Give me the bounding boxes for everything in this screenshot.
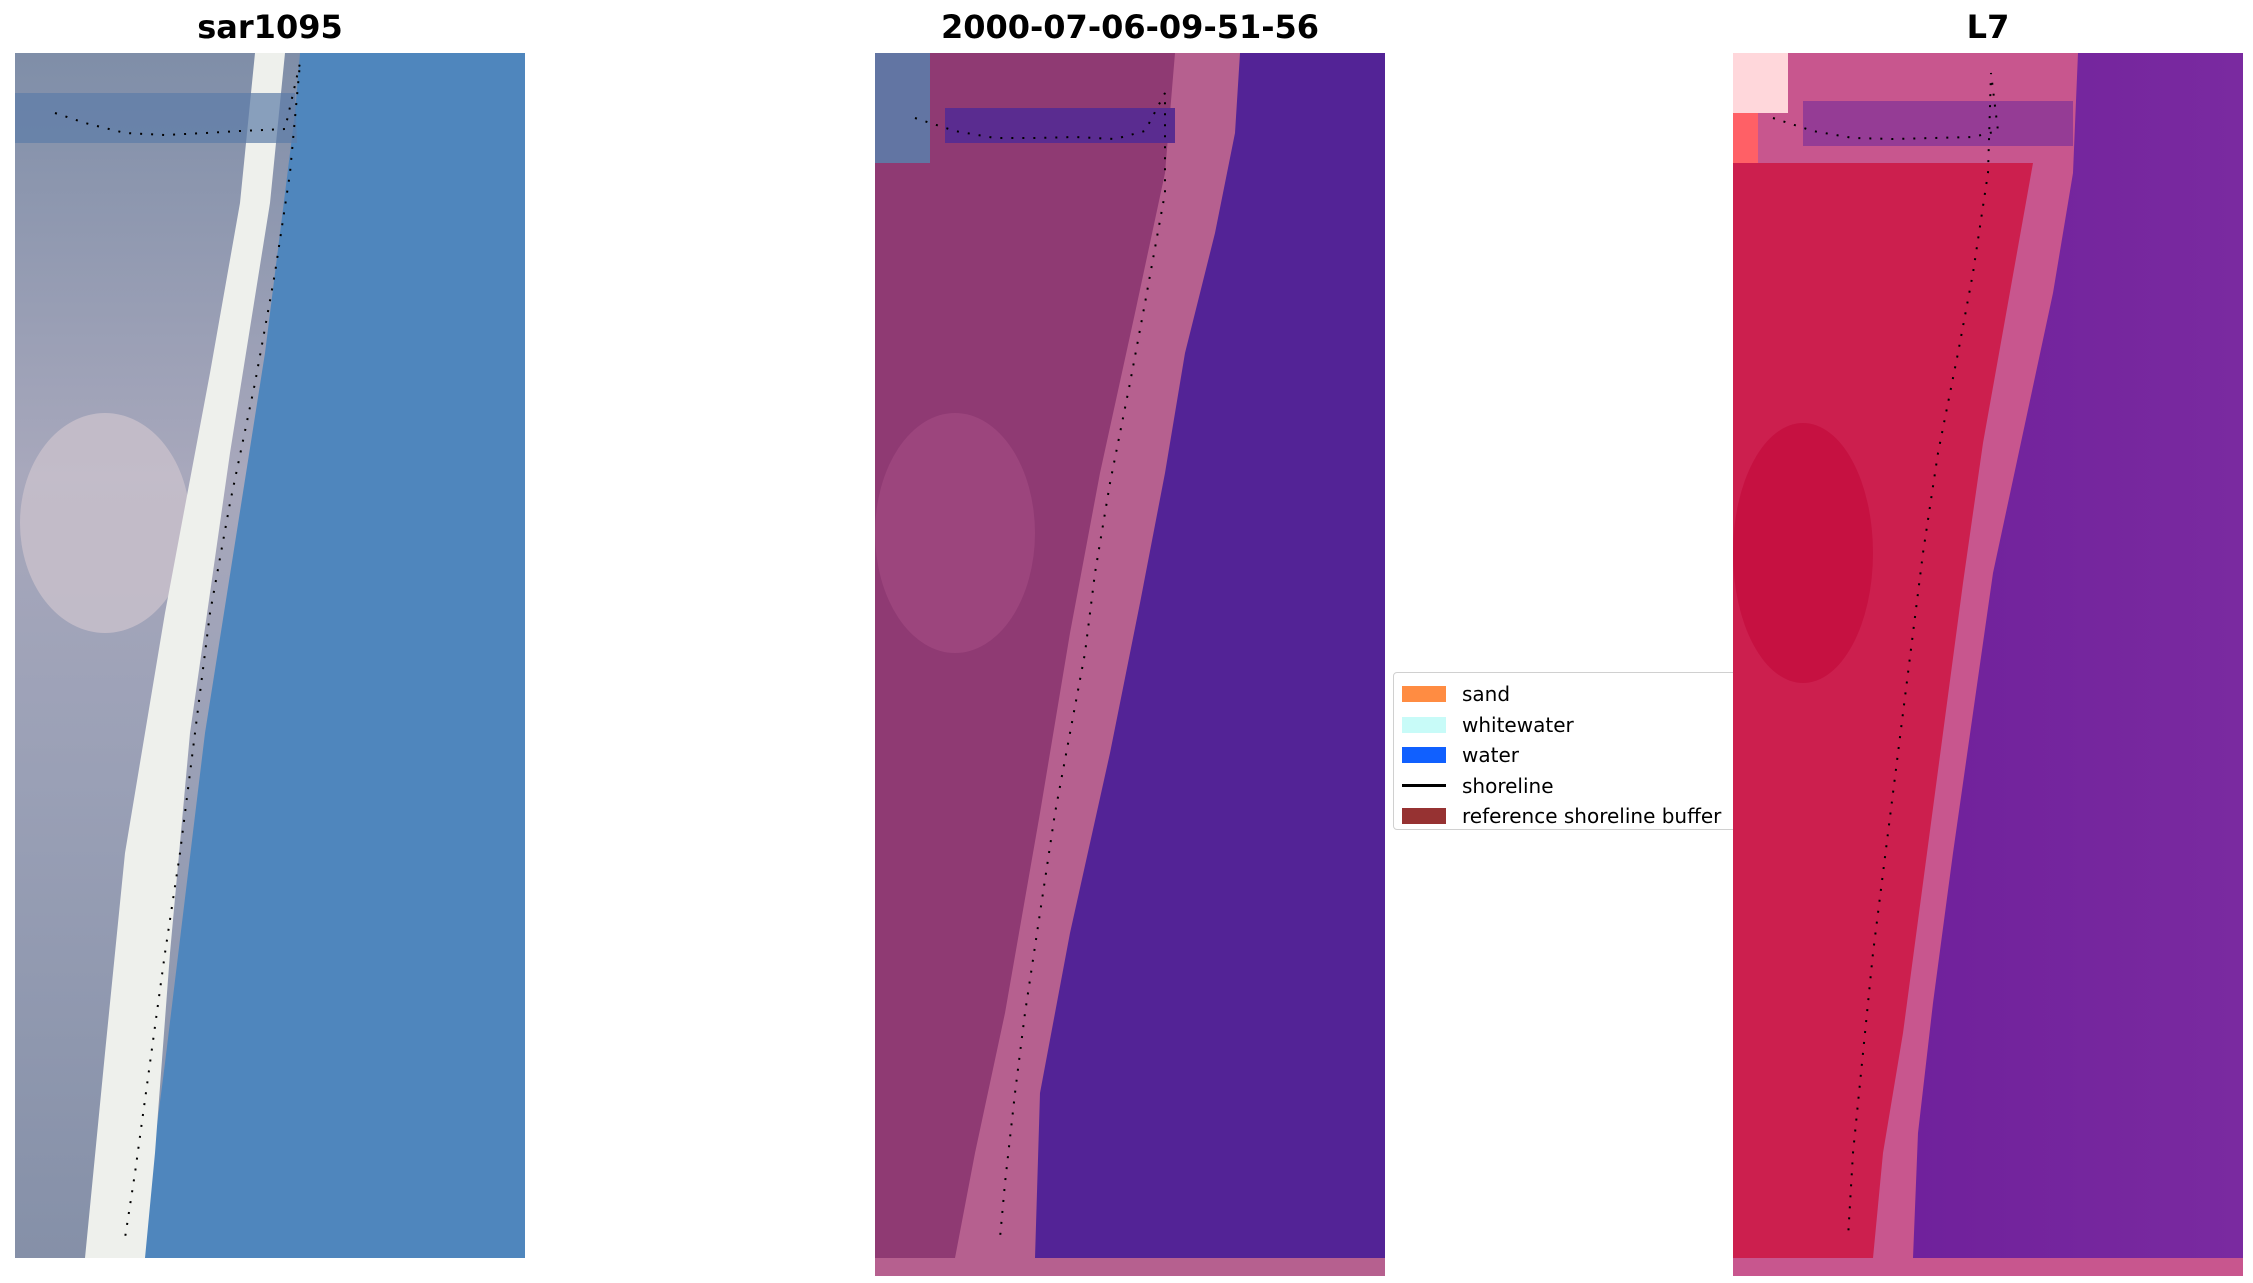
legend-label: shoreline xyxy=(1462,773,1554,798)
beach-strip xyxy=(85,53,285,1258)
legend: sand whitewater water shoreline referenc… xyxy=(1393,672,1738,830)
sand-swatch xyxy=(1402,686,1446,703)
top-structure-water xyxy=(945,108,1175,143)
bright-land-patch xyxy=(20,413,190,633)
top-left-structure xyxy=(875,53,930,163)
legend-item-shoreline: shoreline xyxy=(1402,771,1729,802)
land-core xyxy=(1733,423,1873,683)
bright-corner-edge xyxy=(1733,113,1758,163)
panel-title-classified: 2000-07-06-09-51-56 xyxy=(940,8,1320,46)
whitewater-swatch xyxy=(1402,716,1446,733)
panel-title-rgb: sar1095 xyxy=(197,8,343,46)
top-structure xyxy=(15,93,297,143)
legend-item-reference-buffer: reference shoreline buffer xyxy=(1402,801,1729,832)
bottom-buffer-strip xyxy=(875,1258,1385,1276)
index-image-panel xyxy=(1733,53,2243,1276)
land-area xyxy=(875,53,1175,1258)
legend-label: reference shoreline buffer xyxy=(1462,804,1722,829)
legend-item-water: water xyxy=(1402,740,1729,771)
top-structure xyxy=(1803,101,2073,146)
shoreline-trace xyxy=(1772,72,2000,1239)
water-swatch xyxy=(1402,747,1446,764)
legend-label: water xyxy=(1462,743,1519,768)
reference-buffer-swatch xyxy=(1402,808,1446,825)
legend-label: sand xyxy=(1462,682,1511,707)
legend-label: whitewater xyxy=(1462,712,1574,737)
legend-item-sand: sand xyxy=(1402,679,1729,710)
rgb-image-panel xyxy=(15,53,525,1258)
shoreline-line-swatch xyxy=(1402,784,1446,788)
legend-item-whitewater: whitewater xyxy=(1402,710,1729,741)
bright-corner xyxy=(1733,53,1788,113)
panel-title-index: L7 xyxy=(1966,8,2010,46)
land-patch xyxy=(875,413,1035,653)
bottom-buffer-strip xyxy=(1733,1258,2243,1276)
classified-image-panel xyxy=(875,53,1385,1276)
